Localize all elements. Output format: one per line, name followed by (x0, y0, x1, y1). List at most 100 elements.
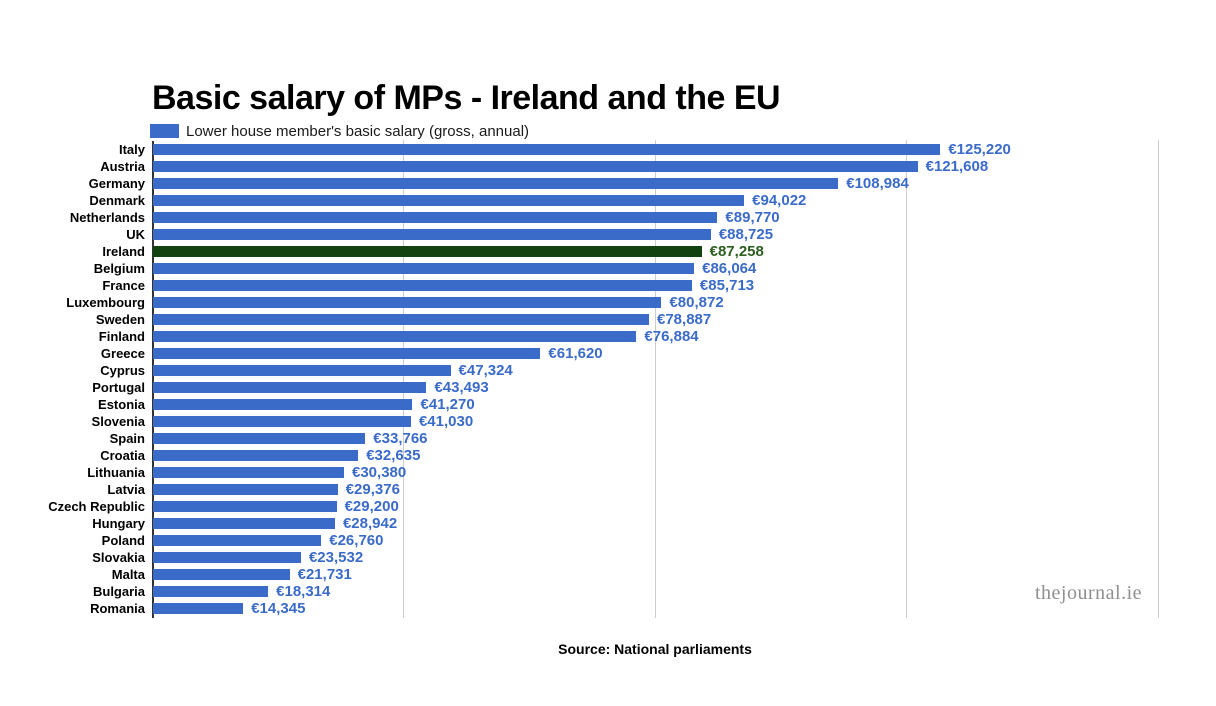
country-label: Cyprus (100, 363, 145, 378)
bar-row: Cyprus €47,324 (0, 362, 1216, 379)
bar-row: Finland €76,884 (0, 328, 1216, 345)
country-label: France (102, 278, 145, 293)
country-label: Sweden (95, 312, 145, 327)
bar-rows: Italy €125,220 Austria €121,608 Germany €108,… (0, 141, 1216, 617)
bar (153, 569, 290, 580)
bar (153, 280, 692, 291)
country-label: Malta (111, 567, 145, 582)
bar (153, 484, 338, 495)
bar-row: Malta €21,731 (0, 566, 1216, 583)
value-label: €30,380 (352, 464, 407, 481)
country-label: Greece (100, 346, 145, 361)
bar-row: Austria €121,608 (0, 158, 1216, 175)
bar (153, 518, 335, 529)
bar (153, 144, 941, 155)
bar (153, 263, 695, 274)
bar (153, 501, 337, 512)
bar-area: €89,770 (152, 209, 1158, 226)
bar-row: Slovenia €41,030 (0, 413, 1216, 430)
bar-area: €121,608 (152, 158, 1158, 175)
bar (153, 161, 918, 172)
value-label: €14,345 (251, 600, 306, 617)
chart-title: Basic salary of MPs - Ireland and the EU (152, 79, 781, 117)
plot-area (152, 140, 1159, 618)
country-label: Lithuania (87, 465, 145, 480)
value-label: €29,376 (345, 481, 400, 498)
bar-row: Greece €61,620 (0, 345, 1216, 362)
bar-area: €87,258 (152, 243, 1158, 260)
bar-row: Sweden €78,887 (0, 311, 1216, 328)
value-label: €26,760 (329, 532, 384, 549)
bar-area: €32,635 (152, 447, 1158, 464)
bar (153, 178, 839, 189)
source-note: Source: National parliaments (558, 641, 752, 657)
bar-area: €26,760 (152, 532, 1158, 549)
gridline (403, 140, 404, 618)
value-label: €86,064 (702, 260, 757, 277)
legend-swatch (150, 124, 179, 138)
gridline (906, 140, 907, 618)
value-label: €78,887 (657, 311, 712, 328)
bar (153, 603, 244, 614)
bar (153, 212, 718, 223)
bar-area: €41,030 (152, 413, 1158, 430)
legend-label: Lower house member's basic salary (gross… (186, 122, 530, 140)
country-label: Ireland (102, 244, 145, 259)
bar-area: €33,766 (152, 430, 1158, 447)
bar-area: €14,345 (152, 600, 1158, 617)
country-label: Finland (98, 329, 145, 344)
country-label: Slovakia (92, 550, 145, 565)
country-label: Portugal (92, 380, 145, 395)
bar (153, 365, 451, 376)
bar-row: Germany €108,984 (0, 175, 1216, 192)
value-label: €18,314 (276, 583, 331, 600)
bar-row: Belgium €86,064 (0, 260, 1216, 277)
bar-area: €18,314 (152, 583, 1158, 600)
value-label: €61,620 (548, 345, 603, 362)
value-label: €80,872 (669, 294, 724, 311)
bar-area: €41,270 (152, 396, 1158, 413)
country-label: Italy (118, 142, 145, 157)
country-label: Bulgaria (92, 584, 145, 599)
bar-row: UK €88,725 (0, 226, 1216, 243)
bar-area: €86,064 (152, 260, 1158, 277)
bar-area: €88,725 (152, 226, 1158, 243)
bar (153, 297, 662, 308)
bar-row: Spain €33,766 (0, 430, 1216, 447)
bar (153, 348, 541, 359)
bar-row: Croatia €32,635 (0, 447, 1216, 464)
bar-area: €61,620 (152, 345, 1158, 362)
country-label: Netherlands (69, 210, 145, 225)
value-label: €76,884 (644, 328, 699, 345)
bar-row: Ireland €87,258 (0, 243, 1216, 260)
bar-area: €29,376 (152, 481, 1158, 498)
bar-highlighted (153, 246, 702, 257)
bar (153, 331, 637, 342)
bar-area: €76,884 (152, 328, 1158, 345)
gridline (654, 140, 656, 618)
value-label: €21,731 (297, 566, 352, 583)
country-label: Germany (88, 176, 145, 191)
bar (153, 433, 366, 444)
bar (153, 382, 427, 393)
bar (153, 586, 269, 597)
bar-row: Bulgaria €18,314 (0, 583, 1216, 600)
bar-row: Latvia €29,376 (0, 481, 1216, 498)
bar-row: France €85,713 (0, 277, 1216, 294)
bar-row: Slovakia €23,532 (0, 549, 1216, 566)
value-label: €87,258 (709, 243, 764, 260)
value-label: €32,635 (366, 447, 421, 464)
country-label: Luxembourg (66, 295, 145, 310)
country-label: Latvia (107, 482, 145, 497)
country-label: Poland (101, 533, 145, 548)
value-label: €89,770 (725, 209, 780, 226)
value-label: €43,493 (434, 379, 489, 396)
bar (153, 229, 711, 240)
watermark: thejournal.ie (1035, 582, 1143, 604)
bar-row: Romania €14,345 (0, 600, 1216, 617)
bar-area: €23,532 (152, 549, 1158, 566)
value-label: €47,324 (458, 362, 513, 379)
bar (153, 314, 649, 325)
bar (153, 416, 411, 427)
